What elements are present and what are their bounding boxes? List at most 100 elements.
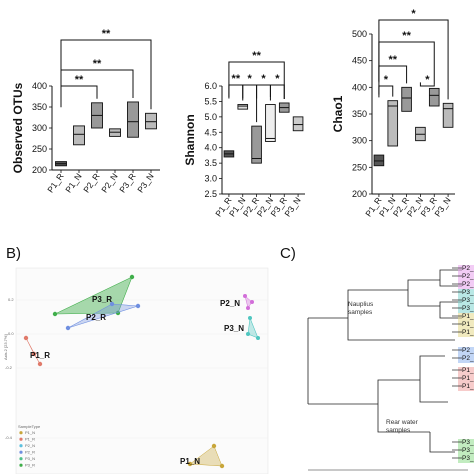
significance-label: *	[261, 73, 266, 85]
clade-label: samples	[386, 427, 411, 434]
box	[401, 86, 412, 112]
p1-n-point	[187, 461, 193, 467]
leaf-label: P3_R_2	[462, 447, 474, 454]
box	[265, 104, 276, 142]
legend-label: P2_R	[25, 450, 35, 455]
pca-ylabel: Axis.2 [23.7%]	[3, 334, 8, 360]
p3-n-point	[248, 316, 252, 320]
dendrogram-branch	[347, 269, 462, 341]
p2-r-point	[65, 325, 71, 331]
pca-group-label: P2_R	[86, 313, 106, 322]
box	[145, 112, 157, 130]
pca-group-label: P3_N	[224, 324, 244, 333]
legend-label: P1_N	[25, 430, 35, 435]
legend-swatch	[19, 444, 23, 448]
significance-label: **	[93, 58, 102, 70]
clade-highlight	[458, 347, 474, 363]
legend-swatch	[19, 457, 23, 461]
significance-bracket	[269, 84, 285, 99]
y-tick-label: 200	[32, 165, 47, 175]
significance-bracket	[60, 39, 152, 110]
p1-n-hull	[189, 445, 223, 467]
significance-bracket	[60, 85, 98, 99]
y-tick-label: 250	[32, 144, 47, 154]
p3-r-point	[129, 274, 135, 280]
significance-label: **	[232, 73, 241, 85]
y-axis-label: Chao1	[331, 95, 345, 132]
chao1-chart: 200250300350400450500Chao1P1_RP1_NP2_RP2…	[331, 8, 455, 219]
legend-label: P1_R	[25, 437, 35, 442]
leaf-label: P2_R_3	[462, 347, 474, 354]
y-tick-label: 200	[352, 189, 367, 199]
leaf-label: P2_N_2	[462, 281, 474, 288]
x-tick-label: P2_N	[99, 171, 119, 194]
leaf-label: P2_R_1	[462, 355, 474, 362]
leaf-label: P1_N_2	[462, 329, 474, 336]
x-tick-label: P2_R	[81, 171, 101, 194]
pca-group-label: P3_R	[92, 295, 112, 304]
significance-label: **	[388, 54, 397, 66]
box	[237, 104, 249, 110]
y-tick-label: 5.0	[204, 112, 217, 122]
significance-label: *	[248, 73, 253, 85]
y-tick-label: 2.5	[204, 189, 217, 199]
x-tick-label: P3_N	[135, 171, 155, 194]
leaf-label: P1_R_2	[462, 367, 474, 374]
significance-bracket	[228, 84, 244, 101]
p1-r-point	[23, 335, 29, 341]
p2-r-hull	[67, 303, 139, 329]
p2-r-point	[109, 301, 115, 307]
legend-swatch	[19, 463, 23, 467]
shannon-chart: 2.53.03.54.04.55.05.56.0ShannonP1_RP1_NP…	[183, 50, 305, 219]
dendrogram-branch	[307, 317, 378, 405]
y-tick-label: 4.5	[204, 127, 217, 137]
significance-bracket	[378, 85, 394, 97]
box	[442, 102, 454, 128]
p1-r-point	[31, 351, 37, 357]
y-tick-label: 400	[352, 82, 367, 92]
observed-otus-chart: 200 250 300 350 400 Observed OTUs P1_RP1_NP2_R…	[11, 28, 160, 195]
pca-legend-title: SampleType	[18, 424, 41, 429]
box	[428, 87, 440, 107]
y-tick-label: 3.0	[204, 174, 217, 184]
pca-plot-area	[15, 267, 269, 474]
y-tick-label: 350	[32, 102, 47, 112]
p2-n-hull	[244, 295, 253, 309]
significance-label: **	[402, 30, 411, 42]
pca-ytick: -0.4	[5, 435, 13, 440]
p1-n-point	[211, 443, 217, 449]
box	[73, 125, 85, 146]
legend-label: P3_N	[25, 456, 35, 461]
box	[387, 100, 399, 147]
clade-highlight	[458, 289, 474, 313]
panel-b-label: B)	[6, 245, 21, 262]
pca-group-label: P1_R	[30, 351, 50, 360]
y-tick-label: 6.0	[204, 81, 217, 91]
legend-swatch	[19, 450, 23, 454]
leaf-label: P1_N_3	[462, 313, 474, 320]
leaf-label: P1_N_1	[462, 321, 474, 328]
p2-r-point	[135, 303, 141, 309]
pca-group-label: P1_N	[180, 457, 200, 466]
pca-ytick: -0.2	[5, 365, 13, 370]
leaf-label: P3_N_3	[462, 297, 474, 304]
leaf-label: P1_R_1	[462, 383, 474, 390]
clade-label: Rear water	[386, 419, 419, 426]
legend-label: P3_R	[25, 463, 35, 468]
x-tick-label: P3_R	[117, 171, 137, 194]
panel-c-label: C)	[280, 245, 296, 262]
p1-r-hull	[25, 337, 41, 365]
p3-r-point	[52, 311, 58, 317]
significance-label: **	[75, 74, 84, 86]
clade-highlight	[458, 367, 474, 391]
clade-label: samples	[348, 309, 373, 316]
y-tick-label: 500	[352, 29, 367, 39]
y-tick-label: 250	[352, 162, 367, 172]
clade-label: Nauplius	[348, 301, 374, 308]
p2-n-point	[243, 294, 247, 298]
p2-n-point	[246, 306, 250, 310]
box	[373, 154, 385, 167]
significance-label: **	[252, 50, 261, 62]
pca-group-label: P2_N	[220, 299, 240, 308]
